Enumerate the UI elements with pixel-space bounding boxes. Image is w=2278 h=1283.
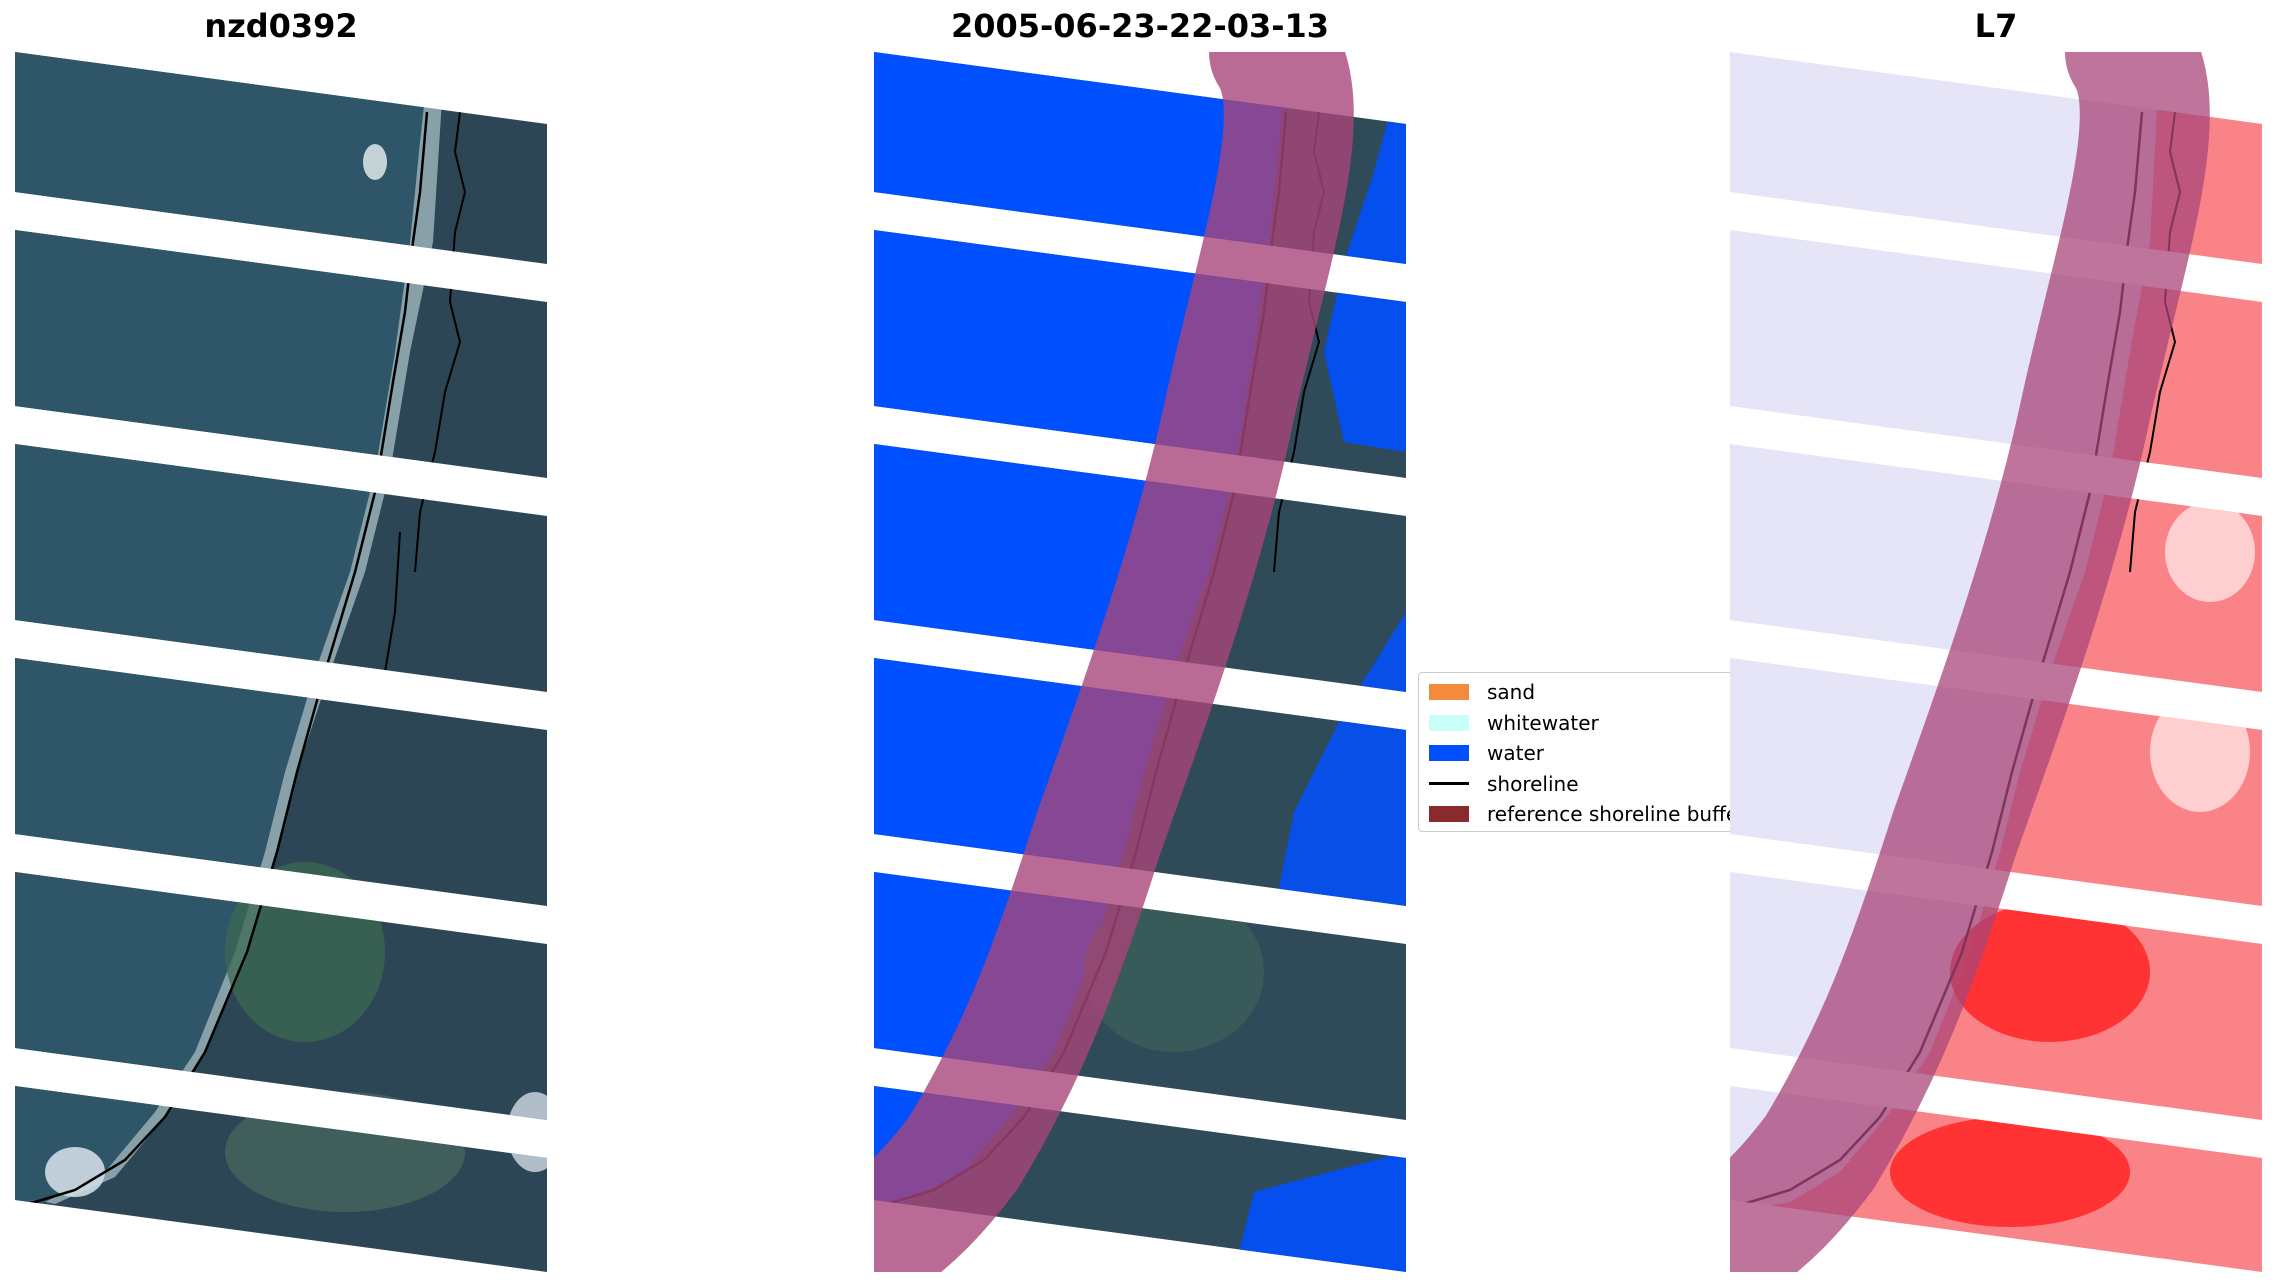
water-swatch (1429, 745, 1469, 762)
reference-shoreline-buffer (874, 52, 1354, 1272)
vegetation-patch (225, 1092, 465, 1212)
vegetation-patch (225, 862, 385, 1042)
legend-item-whitewater: whitewater (1429, 708, 1753, 739)
sand-swatch (1429, 684, 1469, 701)
strong-index-patch (2150, 692, 2250, 812)
reference-shoreline-buffer (1730, 52, 2210, 1272)
rgb-panel-title: nzd0392 (204, 7, 358, 45)
rgb-image-panel (15, 52, 547, 1272)
ocean-area (15, 52, 430, 1212)
legend-item-water: water (1429, 738, 1753, 769)
strong-index-patch (1950, 902, 2150, 1042)
cloud-patch (45, 1147, 105, 1197)
legend-label: water (1487, 741, 1544, 766)
legend-label: whitewater (1487, 710, 1599, 735)
classified-image-panel (874, 52, 1406, 1272)
index-image-panel (1730, 52, 2262, 1272)
strong-index-patch (1890, 1117, 2130, 1227)
water-class-inland (1234, 1152, 1406, 1272)
legend-item-reference-buffer: reference shoreline buffer (1429, 799, 1753, 830)
rgb-background (15, 52, 547, 1272)
cloud-patch (363, 144, 387, 180)
shoreline (15, 111, 429, 1209)
legend: sand whitewater water shoreline referenc… (1418, 672, 1764, 832)
water-class-inland (1324, 52, 1406, 452)
water-class-inland (1274, 612, 1406, 912)
legend-item-shoreline: shoreline (1429, 769, 1753, 800)
legend-item-sand: sand (1429, 677, 1753, 708)
legend-label: reference shoreline buffer (1487, 802, 1747, 827)
index-panel-title: L7 (1974, 7, 2018, 45)
strong-index-patch (2165, 502, 2255, 602)
buffer-swatch (1429, 806, 1469, 823)
shoreline-line-swatch (1429, 782, 1469, 786)
legend-label: shoreline (1487, 771, 1579, 796)
classified-panel-title: 2005-06-23-22-03-13 (950, 7, 1330, 45)
whitewater-swatch (1429, 714, 1469, 731)
legend-label: sand (1487, 680, 1536, 705)
